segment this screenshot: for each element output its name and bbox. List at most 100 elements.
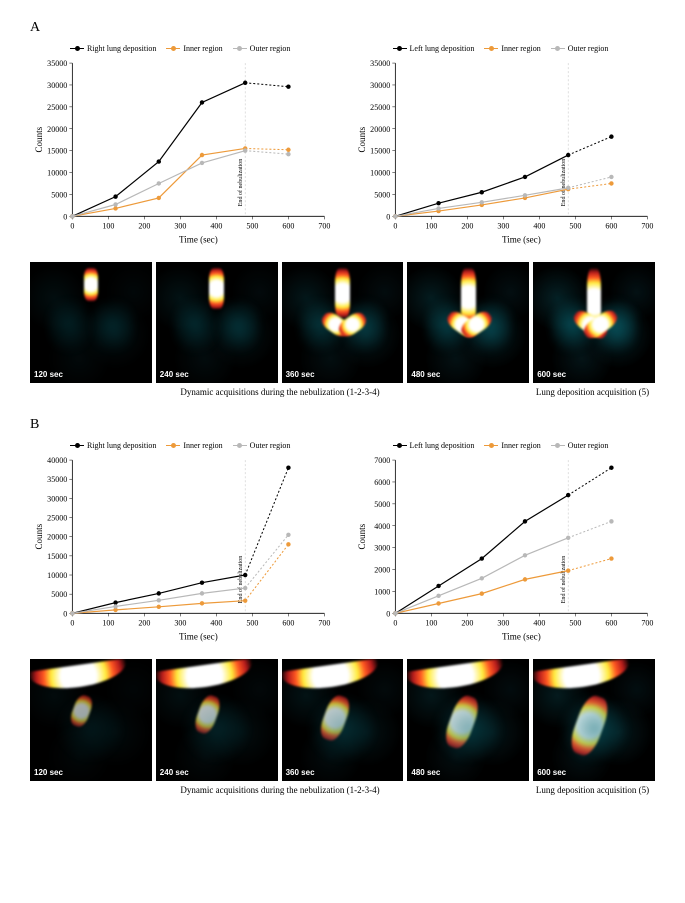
svg-text:10000: 10000 [47,169,67,178]
legend-b-right: Left lung deposition Inner region Outer re… [393,441,656,450]
legend-item: Outer region [551,44,609,53]
panel-a-label: A [30,20,655,36]
svg-text:6000: 6000 [374,478,390,487]
legend-item: Inner region [166,44,222,53]
svg-text:600: 600 [282,221,294,230]
svg-text:20000: 20000 [47,533,67,542]
caption-a-left: Dynamic acquisitions during the nebuliza… [30,387,530,397]
svg-text:400: 400 [533,619,545,628]
svg-text:200: 200 [461,619,473,628]
svg-text:3000: 3000 [374,544,390,553]
legend-a-left: Right lung depositionInner regionOuter r… [70,44,333,53]
caption-b-left: Dynamic acquisitions during the nebuliza… [30,785,530,795]
svg-text:700: 700 [318,619,330,628]
legend-item: Right lung deposition [70,441,156,450]
svg-text:20000: 20000 [370,125,390,134]
caption-b-right: Lung deposition acquisition (5) [530,785,655,795]
scintigraphy-frame: 240 sec [156,262,278,384]
scintigraphy-frame: 360 sec [282,262,404,384]
scintigraphy-frame: 480 sec [407,659,529,781]
svg-text:0: 0 [70,619,74,628]
legend-item: Inner region [484,441,540,450]
svg-text:30000: 30000 [370,81,390,90]
chart-b-right: Left lung deposition Inner region Outer re… [353,441,656,649]
svg-text:200: 200 [138,619,150,628]
svg-text:0: 0 [63,212,67,221]
scintigraphy-frame: 600 sec [533,659,655,781]
legend-item: Outer region [551,441,609,450]
legend-item: Right lung deposition [70,44,156,53]
scintigraphy-frame: 120 sec [30,659,152,781]
panel-a-images: 120 sec240 sec360 sec480 sec600 sec [30,262,655,384]
svg-text:4000: 4000 [374,522,390,531]
svg-text:40000: 40000 [47,456,67,465]
svg-text:600: 600 [282,619,294,628]
svg-text:500: 500 [246,221,258,230]
svg-text:100: 100 [102,619,114,628]
svg-text:25000: 25000 [47,514,67,523]
svg-text:30000: 30000 [47,495,67,504]
svg-text:100: 100 [102,221,114,230]
svg-text:200: 200 [461,221,473,230]
svg-text:400: 400 [533,221,545,230]
chart-a-left: Right lung depositionInner regionOuter r… [30,44,333,252]
svg-text:35000: 35000 [47,476,67,485]
svg-text:15000: 15000 [47,552,67,561]
scintigraphy-frame: 600 sec [533,262,655,384]
svg-text:End of nebulization: End of nebulization [560,556,567,604]
svg-text:600: 600 [605,619,617,628]
svg-text:Time (sec): Time (sec) [502,235,541,245]
svg-text:End of nebulization: End of nebulization [237,556,244,604]
svg-text:End of nebulization: End of nebulization [237,159,244,207]
svg-text:10000: 10000 [47,571,67,580]
svg-text:Time (sec): Time (sec) [179,235,218,245]
legend-item: Inner region [166,441,222,450]
svg-text:400: 400 [210,619,222,628]
scintigraphy-frame: 120 sec [30,262,152,384]
svg-text:500: 500 [569,619,581,628]
scintigraphy-frame: 360 sec [282,659,404,781]
svg-text:30000: 30000 [47,81,67,90]
svg-text:1000: 1000 [374,588,390,597]
svg-text:7000: 7000 [374,456,390,465]
svg-text:0: 0 [386,610,390,619]
svg-text:400: 400 [210,221,222,230]
panel-b-charts: Right lung deposition Inner region Outer r… [30,441,655,649]
svg-text:5000: 5000 [51,591,67,600]
svg-text:300: 300 [174,619,186,628]
svg-text:5000: 5000 [51,190,67,199]
legend-item: Outer region [233,441,291,450]
svg-text:0: 0 [393,619,397,628]
svg-text:0: 0 [393,221,397,230]
svg-text:15000: 15000 [370,147,390,156]
svg-text:35000: 35000 [370,59,390,68]
svg-text:Counts: Counts [357,524,367,550]
legend-b-left: Right lung deposition Inner region Outer r… [70,441,333,450]
svg-text:Time (sec): Time (sec) [179,632,218,642]
legend-item: Left lung deposition [393,44,475,53]
svg-text:200: 200 [138,221,150,230]
svg-text:0: 0 [386,212,390,221]
svg-text:5000: 5000 [374,190,390,199]
svg-text:2000: 2000 [374,566,390,575]
svg-text:300: 300 [497,619,509,628]
svg-text:100: 100 [425,221,437,230]
svg-text:25000: 25000 [370,103,390,112]
svg-text:300: 300 [497,221,509,230]
caption-a-right: Lung deposition acquisition (5) [530,387,655,397]
svg-text:Counts: Counts [34,126,44,152]
svg-text:0: 0 [70,221,74,230]
legend-item: Inner region [484,44,540,53]
panel-b-images: 120 sec240 sec360 sec480 sec600 sec [30,659,655,781]
panel-b-captions: Dynamic acquisitions during the nebuliza… [30,785,655,795]
svg-text:600: 600 [605,221,617,230]
scintigraphy-frame: 240 sec [156,659,278,781]
svg-text:Counts: Counts [34,524,44,550]
svg-text:25000: 25000 [47,103,67,112]
svg-text:300: 300 [174,221,186,230]
svg-text:500: 500 [246,619,258,628]
svg-text:Counts: Counts [357,126,367,152]
legend-a-right: Left lung deposition Inner region Outer re… [393,44,656,53]
legend-item: Left lung deposition [393,441,475,450]
svg-text:10000: 10000 [370,169,390,178]
